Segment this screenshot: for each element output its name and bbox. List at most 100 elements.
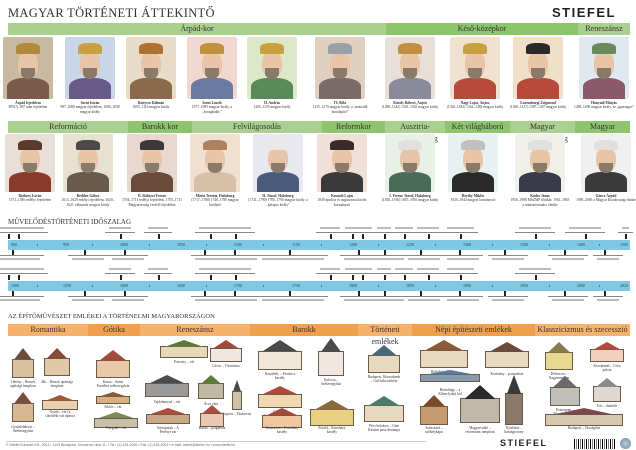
portrait-headwear [526, 43, 550, 55]
timeline-minor-tick [377, 285, 379, 287]
timeline-event-rule [515, 273, 555, 274]
timeline-event-rule [443, 255, 483, 256]
timeline-tick-label: 1300 [463, 242, 471, 247]
timeline-minor-tick [263, 285, 264, 287]
timeline-tick-label: 1050 [177, 242, 185, 247]
building-caption: Kecskemét – Cifra palota [593, 364, 621, 373]
timeline-minor-tick [205, 244, 207, 246]
portrait-body [321, 172, 363, 192]
timeline-event-text [0, 268, 44, 270]
timeline-event-marker [384, 234, 386, 239]
building-roof [99, 392, 127, 397]
portrait-headwear [266, 139, 290, 151]
ruler-caption: IV. Béla 1235–1270 magyar király, a „máso… [310, 101, 370, 114]
ruler-caption: Kádár János 1956–1988 MSZMP főtitkár, 196… [510, 194, 570, 207]
building-illustration [94, 412, 138, 428]
timeline-event-rule [373, 273, 395, 274]
timeline-event-rule [565, 232, 605, 233]
timeline-event-marker [420, 250, 422, 255]
portrait-image [581, 134, 631, 192]
timeline-minor-tick [320, 285, 322, 287]
timeline-event-rule [215, 255, 261, 256]
timeline-event-text [219, 299, 257, 301]
timeline-minor-tick [205, 285, 207, 287]
architecture-title: AZ ÉPÍTŐMŰVÉSZET EMLÉKEI A TÖRTÉNELMI MA… [8, 313, 215, 320]
building-illustration [368, 345, 400, 373]
portrait-body [131, 172, 173, 192]
timeline-event-text [597, 299, 619, 301]
portrait-headwear [330, 139, 354, 151]
building-roof [46, 348, 68, 359]
timeline-event-rule [442, 232, 478, 233]
ruler-name: Könyves Kálmán [137, 101, 165, 105]
building-roof [262, 340, 298, 352]
portrait-beard [333, 68, 347, 80]
building-caption: Árva vára [203, 402, 219, 406]
portrait-headwear [592, 43, 616, 55]
timeline-event-rule [258, 296, 328, 297]
timeline-event-text [395, 268, 413, 270]
ruler-caption: Könyves Kálmán 1095–1116 magyar király [121, 101, 181, 110]
portrait-beard [23, 163, 37, 174]
timeline-event-rule [368, 296, 408, 297]
period-band: Magyar Köztársaság [575, 121, 630, 143]
building-illustration [96, 392, 130, 404]
ruler-name: Kádár János [530, 194, 550, 198]
building-wall [420, 374, 480, 382]
portrait-beard [599, 163, 613, 174]
portrait-beard [335, 163, 349, 174]
timeline-event-text [194, 299, 222, 301]
building-caption: Nyírbátor – harangtorony [504, 426, 524, 435]
timeline-event-text [112, 258, 144, 260]
portrait-body [389, 172, 431, 192]
building-caption: Gyulafehérvár – Székesegyház [11, 425, 35, 434]
building-roof [164, 340, 204, 347]
building-illustration [262, 408, 302, 428]
timeline-tick-label: 1000 [120, 242, 128, 247]
timeline-event-marker [384, 275, 386, 280]
ruler-caption: II. József, Habsburg (1741–1790) 1780–179… [248, 194, 308, 207]
portrait-body [9, 172, 51, 192]
timeline-event-text [446, 268, 474, 270]
portrait-beard [81, 163, 95, 174]
building-illustration [550, 376, 580, 406]
portrait-body [130, 77, 172, 99]
ruler-info: 997–1000 magyar fejedelem, 1000–1038 mag… [60, 105, 120, 114]
building-illustration [593, 378, 621, 402]
ruler-caption: Bethlen Gábor 1613–1629 erdélyi fejedelem… [58, 194, 118, 207]
portrait-image [385, 37, 435, 99]
timeline-event-marker [404, 234, 406, 239]
timeline-event-text [72, 258, 104, 260]
portrait-body [257, 172, 299, 192]
portrait-beard [208, 163, 222, 174]
portrait-image [190, 134, 240, 192]
building-caption: Sárospatak – A Perényi-vár [157, 426, 179, 435]
building-wall [310, 409, 354, 426]
building-caption: Ják – Bencés apátsági templom [41, 380, 73, 389]
portrait-body [389, 77, 431, 99]
building-wall [420, 349, 468, 368]
building-caption: Gyula – vár (a síkvidéki vár típusa) [45, 410, 75, 419]
timeline-minor-tick [37, 244, 38, 246]
timeline-minor-tick [598, 244, 600, 246]
timeline-event-rule [68, 296, 108, 297]
timeline-event-text [199, 227, 221, 229]
building-roof [506, 375, 522, 394]
ruler-name: II. Rákóczi Ferenc [137, 194, 167, 198]
timeline-event-text [148, 227, 168, 229]
timeline-tick-label: 1700 [234, 283, 242, 288]
timeline-tick-label: 2020 [620, 283, 628, 288]
timeline-event-rule [108, 296, 148, 297]
portrait-beard [271, 163, 285, 174]
timeline-event-marker [289, 250, 291, 255]
building-roof [14, 392, 32, 404]
building-illustration [145, 375, 189, 397]
ruler-name: Báthory István [18, 194, 42, 198]
building-roof [266, 408, 298, 416]
building-roof [426, 370, 474, 375]
building-wall [318, 351, 344, 376]
building-roof [489, 342, 525, 352]
timeline-minor-tick [491, 285, 493, 287]
timeline-event-text [447, 258, 479, 260]
timeline-event-rule [368, 255, 408, 256]
